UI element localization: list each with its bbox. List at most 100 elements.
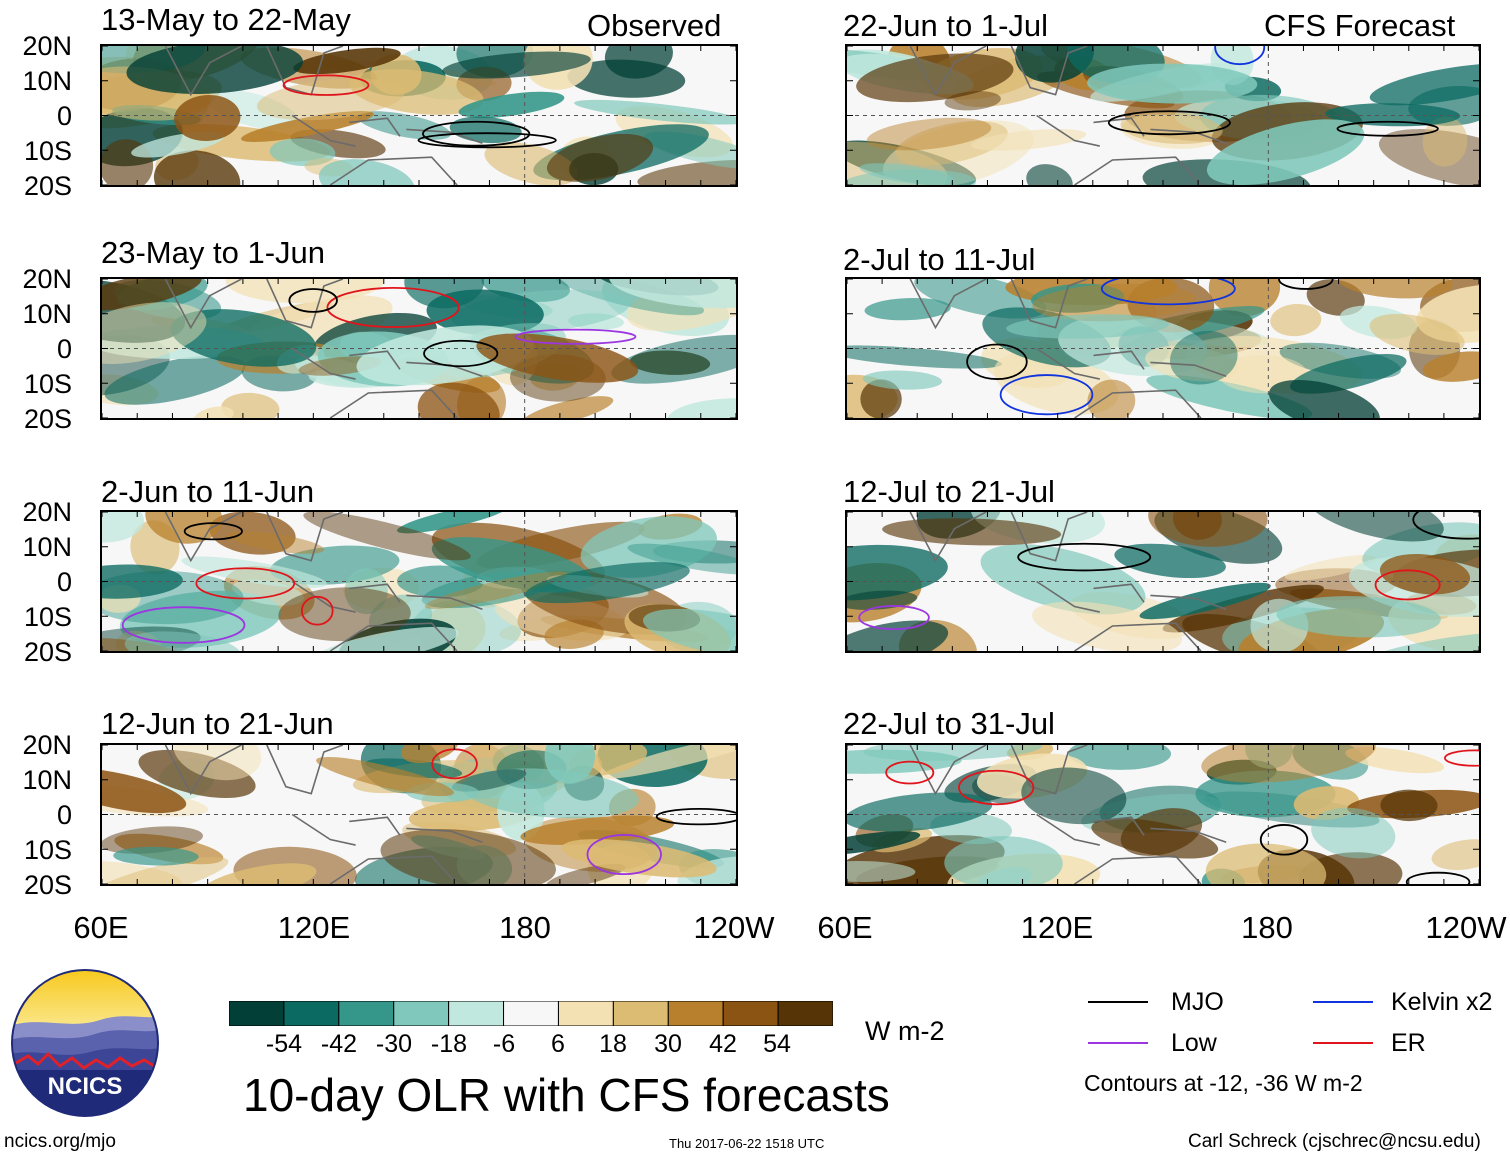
olr-anomaly-patch: [1139, 582, 1271, 620]
coastline: [1093, 583, 1145, 603]
panel-title: 2-Jul to 11-Jul: [843, 242, 1036, 277]
olr-anomaly-patch: [1201, 745, 1376, 783]
contour-line: [288, 288, 338, 313]
olr-anomaly-patch: [1087, 379, 1136, 418]
coastline: [909, 279, 987, 330]
olr-anomaly-patch: [914, 279, 1047, 319]
olr-anomaly-patch: [1206, 119, 1365, 185]
coastline: [1074, 622, 1202, 651]
olr-anomaly-patch: [604, 46, 673, 79]
olr-anomaly-patch: [609, 279, 736, 309]
coastline: [1036, 580, 1100, 613]
olr-anomaly-patch: [1021, 767, 1127, 825]
olr-anomaly-patch: [1068, 745, 1172, 770]
olr-anomaly-patch: [104, 355, 246, 405]
coastline: [291, 347, 356, 380]
olr-anomaly-patch: [561, 839, 717, 878]
panel-title: 23-May to 1-Jun: [101, 235, 325, 270]
contour-line: [282, 74, 370, 96]
coastline: [1036, 347, 1100, 380]
olr-map: [100, 277, 738, 420]
olr-map: [100, 743, 738, 886]
coastline: [406, 827, 483, 844]
olr-anomaly-patch: [344, 568, 388, 615]
main-title: 10-day OLR with CFS forecasts: [243, 1069, 890, 1121]
olr-anomaly-patch: [611, 334, 736, 384]
olr-anomaly-patch: [1162, 584, 1324, 633]
olr-anomaly-patch: [847, 345, 1002, 369]
olr-anomaly-patch: [847, 831, 921, 855]
olr-anomaly-patch: [1026, 164, 1073, 185]
panel-title: 22-Jul to 31-Jul: [843, 706, 1055, 741]
coastline: [1093, 350, 1145, 370]
olr-anomaly-patch: [1208, 279, 1281, 317]
legend-label: Low: [1171, 1029, 1217, 1057]
colorbar-label: 42: [709, 1030, 737, 1058]
olr-anomaly-patch: [316, 756, 454, 797]
colorbar-label: 30: [654, 1030, 682, 1058]
olr-anomaly-patch: [1298, 852, 1403, 884]
olr-anomaly-patch: [102, 512, 144, 543]
colorbar-label: -18: [430, 1030, 468, 1058]
coastline: [329, 389, 458, 418]
olr-anomaly-patch: [1170, 330, 1238, 385]
olr-anomaly-patch: [207, 90, 298, 130]
contour-line: [858, 605, 930, 631]
olr-anomaly-patch: [1120, 111, 1223, 145]
colorbar-label: 6: [551, 1030, 565, 1058]
olr-anomaly-patch: [442, 51, 591, 79]
olr-anomaly-patch: [126, 46, 304, 94]
coastline: [329, 156, 458, 185]
olr-anomaly-patch: [193, 406, 234, 418]
colorbar-swatch: [777, 1000, 834, 1027]
ncics-logo: NCICS: [10, 968, 160, 1118]
olr-anomaly-patch: [599, 745, 736, 779]
lon-label: 120W: [693, 910, 775, 945]
coastline: [291, 580, 356, 613]
contour-line: [1405, 871, 1471, 884]
lon-label: 60E: [817, 910, 873, 945]
olr-anomaly-patch: [153, 150, 241, 185]
olr-anomaly-patch: [1270, 303, 1322, 337]
olr-anomaly-patch: [380, 829, 556, 884]
colorbar-swatch: [557, 1000, 614, 1027]
lon-label: 120E: [277, 910, 351, 945]
olr-anomaly-patch: [1306, 512, 1444, 542]
coastline: [1074, 156, 1202, 185]
olr-anomaly-patch: [627, 543, 736, 575]
olr-anomaly-patch: [1369, 63, 1479, 106]
coastline: [1074, 389, 1202, 418]
olr-anomaly-patch: [181, 556, 328, 589]
contour-line: [958, 769, 1035, 806]
coastline: [266, 279, 344, 329]
contour-line: [885, 760, 935, 785]
olr-anomaly-patch: [574, 99, 736, 125]
olr-anomaly-patch: [458, 91, 565, 118]
olr-anomaly-patch: [318, 159, 415, 185]
olr-anomaly-patch: [1431, 839, 1479, 870]
olr-anomaly-patch: [221, 392, 280, 418]
olr-anomaly-patch: [521, 396, 614, 418]
footer-url[interactable]: ncics.org/mjo: [4, 1131, 116, 1152]
olr-anomaly-patch: [862, 370, 943, 390]
contour-line: [655, 807, 736, 826]
coastline: [1036, 114, 1100, 147]
coastline: [1150, 128, 1227, 145]
coastline: [1010, 512, 1088, 562]
coastline: [1010, 745, 1088, 795]
contour-line: [1100, 279, 1236, 306]
olr-anomaly-patch: [1380, 789, 1438, 822]
olr-anomaly-patch: [174, 94, 241, 141]
coastline: [329, 855, 458, 884]
lat-label: 20N: [22, 497, 72, 527]
lat-label: 20N: [22, 264, 72, 294]
olr-anomaly-patch: [461, 768, 639, 819]
olr-map: [845, 44, 1481, 187]
olr-anomaly-patch: [847, 860, 916, 882]
olr-anomaly-patch: [860, 379, 902, 418]
olr-anomaly-patch: [1087, 63, 1258, 104]
olr-anomaly-patch: [102, 768, 187, 814]
olr-anomaly-patch: [544, 745, 595, 784]
olr-anomaly-patch: [1337, 279, 1453, 299]
olr-anomaly-patch: [209, 512, 296, 555]
